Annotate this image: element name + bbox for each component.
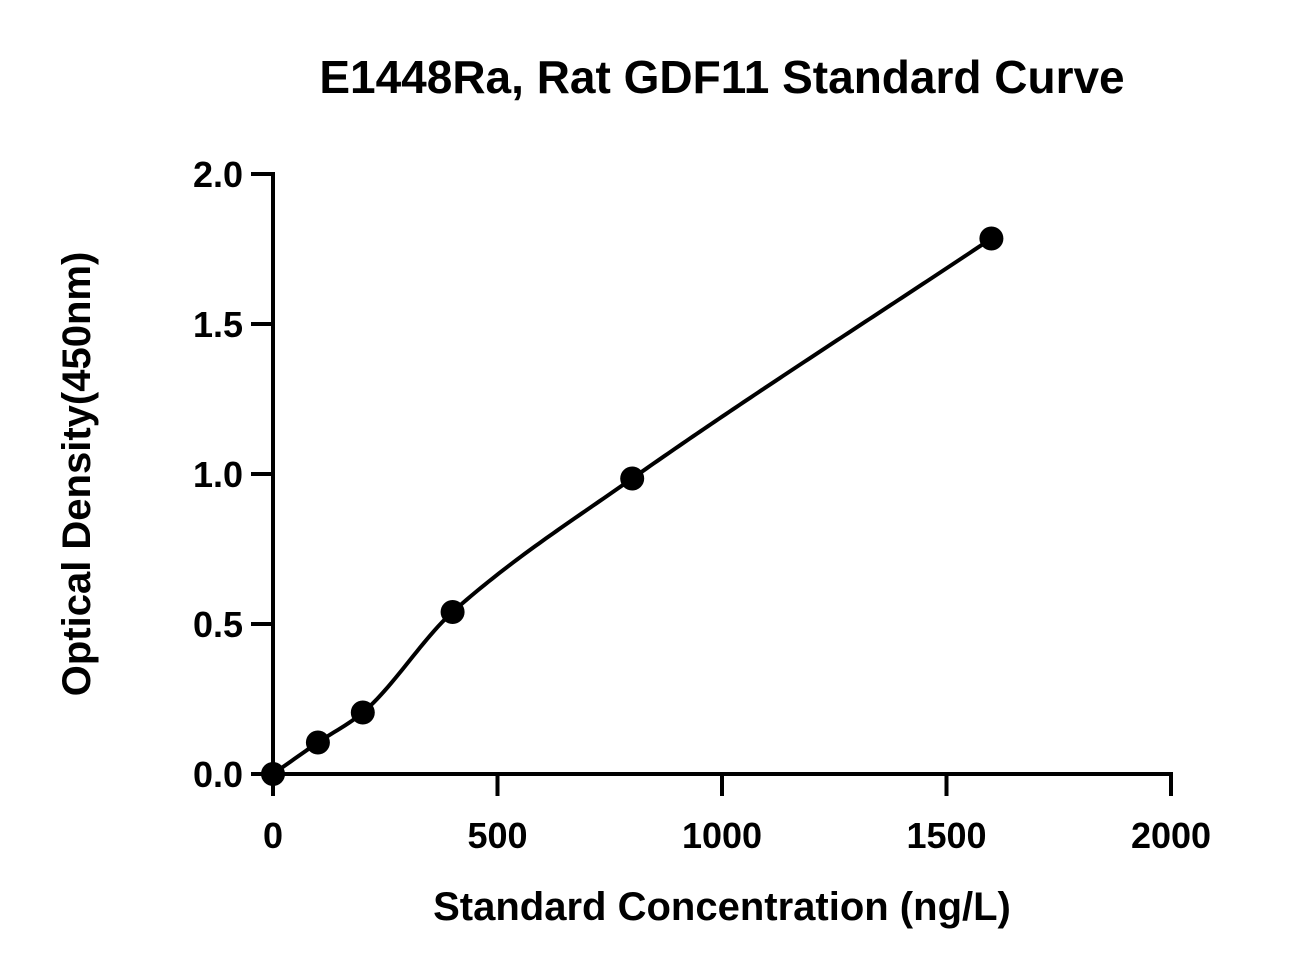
x-tick-label: 500 (467, 815, 527, 856)
chart-title: E1448Ra, Rat GDF11 Standard Curve (319, 51, 1124, 103)
data-point (305, 730, 330, 755)
data-points (261, 226, 1004, 786)
data-point (261, 762, 285, 786)
data-point (620, 466, 645, 491)
axis-ticks: 0 500 1000 1500 2000 0.0 0.5 1.0 1.5 2.0 (193, 154, 1211, 856)
x-tick-label: 2000 (1131, 815, 1211, 856)
x-tick-label: 0 (263, 815, 283, 856)
x-axis-label: Standard Concentration (ng/L) (433, 885, 1011, 929)
y-tick-label: 0.5 (193, 604, 243, 645)
y-axis-label: Optical Density(450nm) (55, 252, 99, 697)
fitted-curve (271, 236, 993, 776)
x-tick-label: 1000 (682, 815, 762, 856)
y-tick-label: 0.0 (193, 754, 243, 795)
x-tick-label: 1500 (906, 815, 986, 856)
axes (271, 172, 1173, 776)
data-point (440, 600, 465, 624)
y-tick-label: 2.0 (193, 154, 243, 195)
data-point (350, 700, 375, 725)
data-point (979, 226, 1004, 251)
fitted-curve-line (271, 236, 993, 776)
y-tick-label: 1.5 (193, 304, 243, 345)
y-tick-label: 1.0 (193, 454, 243, 495)
